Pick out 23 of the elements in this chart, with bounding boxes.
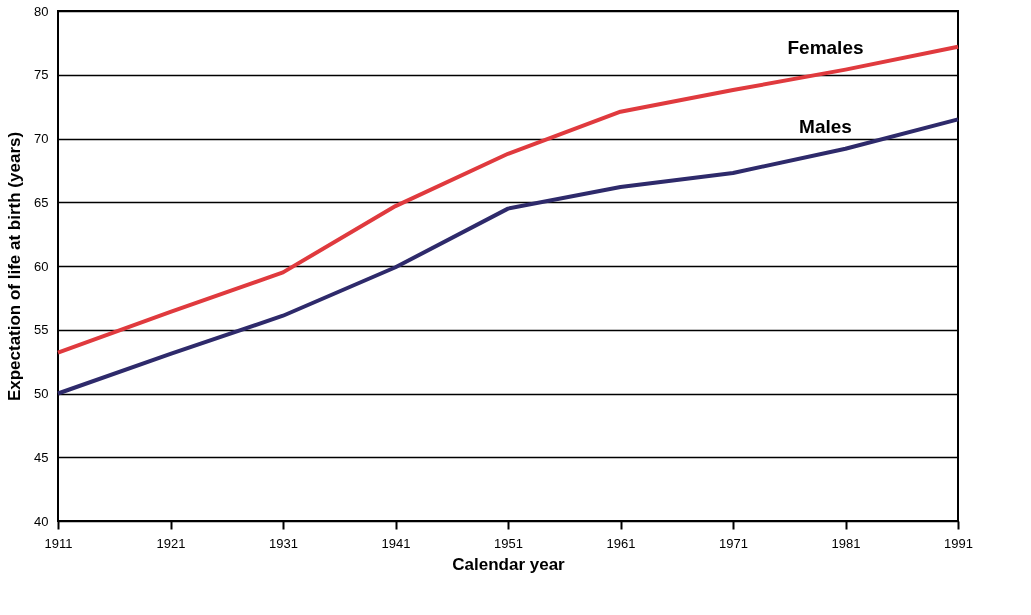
y-tick-label: 55 [34, 322, 49, 338]
series-label: Males [799, 115, 852, 137]
y-tick-label: 45 [34, 449, 49, 465]
x-tick-label: 1931 [269, 535, 298, 551]
x-tick-label: 1961 [606, 535, 636, 551]
y-tick-label: 70 [34, 131, 49, 146]
x-tick-label: 1941 [381, 535, 411, 551]
x-tick-label: 1911 [44, 535, 73, 551]
x-tick-label: 1981 [831, 535, 861, 551]
y-tick-label: 65 [34, 194, 49, 210]
y-tick-label: 50 [34, 386, 49, 401]
line-series [56, 117, 960, 396]
y-axis-title: Expectation of life at birth (years) [5, 131, 25, 402]
x-tick-label: 1921 [156, 535, 186, 551]
x-axis-title: Calendar year [452, 554, 566, 574]
y-tick-label: 40 [34, 513, 49, 529]
x-tick-label: 1991 [944, 535, 973, 551]
y-tick-label: 80 [34, 3, 49, 19]
x-tick-label: 1971 [719, 535, 748, 551]
series-label: Females [787, 36, 864, 58]
y-tick-label: 75 [34, 67, 49, 83]
x-tick-label: 1951 [494, 535, 523, 551]
y-tick-label: 60 [34, 258, 49, 274]
